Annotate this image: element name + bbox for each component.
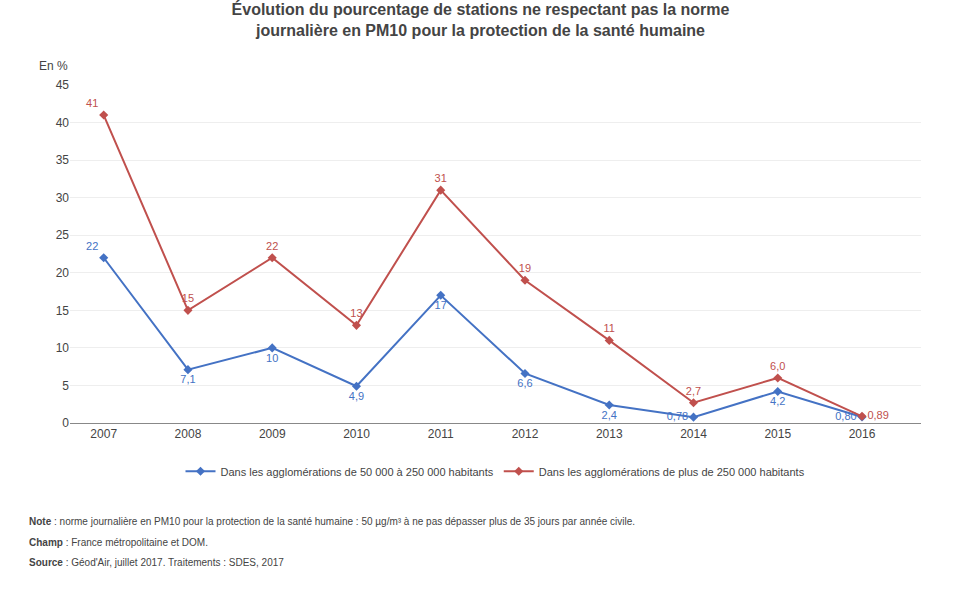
- svg-text:13: 13: [350, 307, 362, 319]
- svg-text:2,4: 2,4: [602, 409, 617, 421]
- svg-text:2011: 2011: [428, 427, 454, 441]
- svg-text:15: 15: [56, 304, 70, 318]
- svg-text:0,89: 0,89: [867, 409, 888, 421]
- svg-text:Dans les agglomérations de 50: Dans les agglomérations de 50 000 à 250 …: [221, 466, 494, 478]
- svg-text:2008: 2008: [175, 427, 202, 441]
- svg-text:10: 10: [266, 352, 278, 364]
- svg-text:31: 31: [435, 172, 447, 184]
- svg-text:Source : Géod'Air, juillet 201: Source : Géod'Air, juillet 2017. Traitem…: [29, 557, 284, 568]
- svg-text:2009: 2009: [259, 427, 286, 441]
- svg-text:41: 41: [86, 97, 98, 109]
- svg-text:22: 22: [266, 240, 278, 252]
- svg-text:Évolution du pourcentage de st: Évolution du pourcentage de stations ne …: [232, 0, 730, 39]
- svg-text:5: 5: [62, 379, 69, 393]
- svg-text:2014: 2014: [680, 427, 707, 441]
- svg-text:0,80: 0,80: [835, 410, 856, 422]
- svg-text:45: 45: [56, 78, 70, 92]
- svg-text:2012: 2012: [512, 427, 539, 441]
- svg-text:30: 30: [56, 191, 70, 205]
- svg-text:15: 15: [182, 292, 194, 304]
- svg-text:2016: 2016: [849, 427, 876, 441]
- svg-text:Champ : France métropolitaine: Champ : France métropolitaine et DOM.: [29, 537, 208, 548]
- svg-text:25: 25: [56, 228, 70, 242]
- svg-text:6,6: 6,6: [517, 377, 532, 389]
- svg-text:2,7: 2,7: [686, 385, 701, 397]
- svg-text:2013: 2013: [596, 427, 623, 441]
- svg-text:10: 10: [56, 341, 70, 355]
- svg-text:7,1: 7,1: [180, 373, 195, 385]
- svg-text:0: 0: [62, 416, 69, 430]
- svg-text:4,9: 4,9: [349, 390, 364, 402]
- svg-text:2010: 2010: [343, 427, 370, 441]
- svg-text:22: 22: [86, 240, 98, 252]
- svg-text:2015: 2015: [764, 427, 791, 441]
- svg-text:4,2: 4,2: [770, 395, 785, 407]
- svg-text:11: 11: [604, 322, 615, 334]
- svg-text:20: 20: [56, 266, 70, 280]
- svg-text:17: 17: [435, 299, 447, 311]
- svg-text:2007: 2007: [90, 427, 117, 441]
- svg-text:En %: En %: [39, 59, 68, 73]
- svg-text:35: 35: [56, 153, 70, 167]
- svg-text:Dans les agglomérations de plu: Dans les agglomérations de plus de 250 0…: [539, 466, 805, 478]
- svg-text:Note : norme journalière en PM: Note : norme journalière en PM10 pour la…: [29, 516, 635, 527]
- svg-text:6,0: 6,0: [770, 360, 785, 372]
- svg-text:19: 19: [519, 262, 531, 274]
- svg-text:0,78: 0,78: [667, 410, 688, 422]
- svg-text:40: 40: [56, 116, 70, 130]
